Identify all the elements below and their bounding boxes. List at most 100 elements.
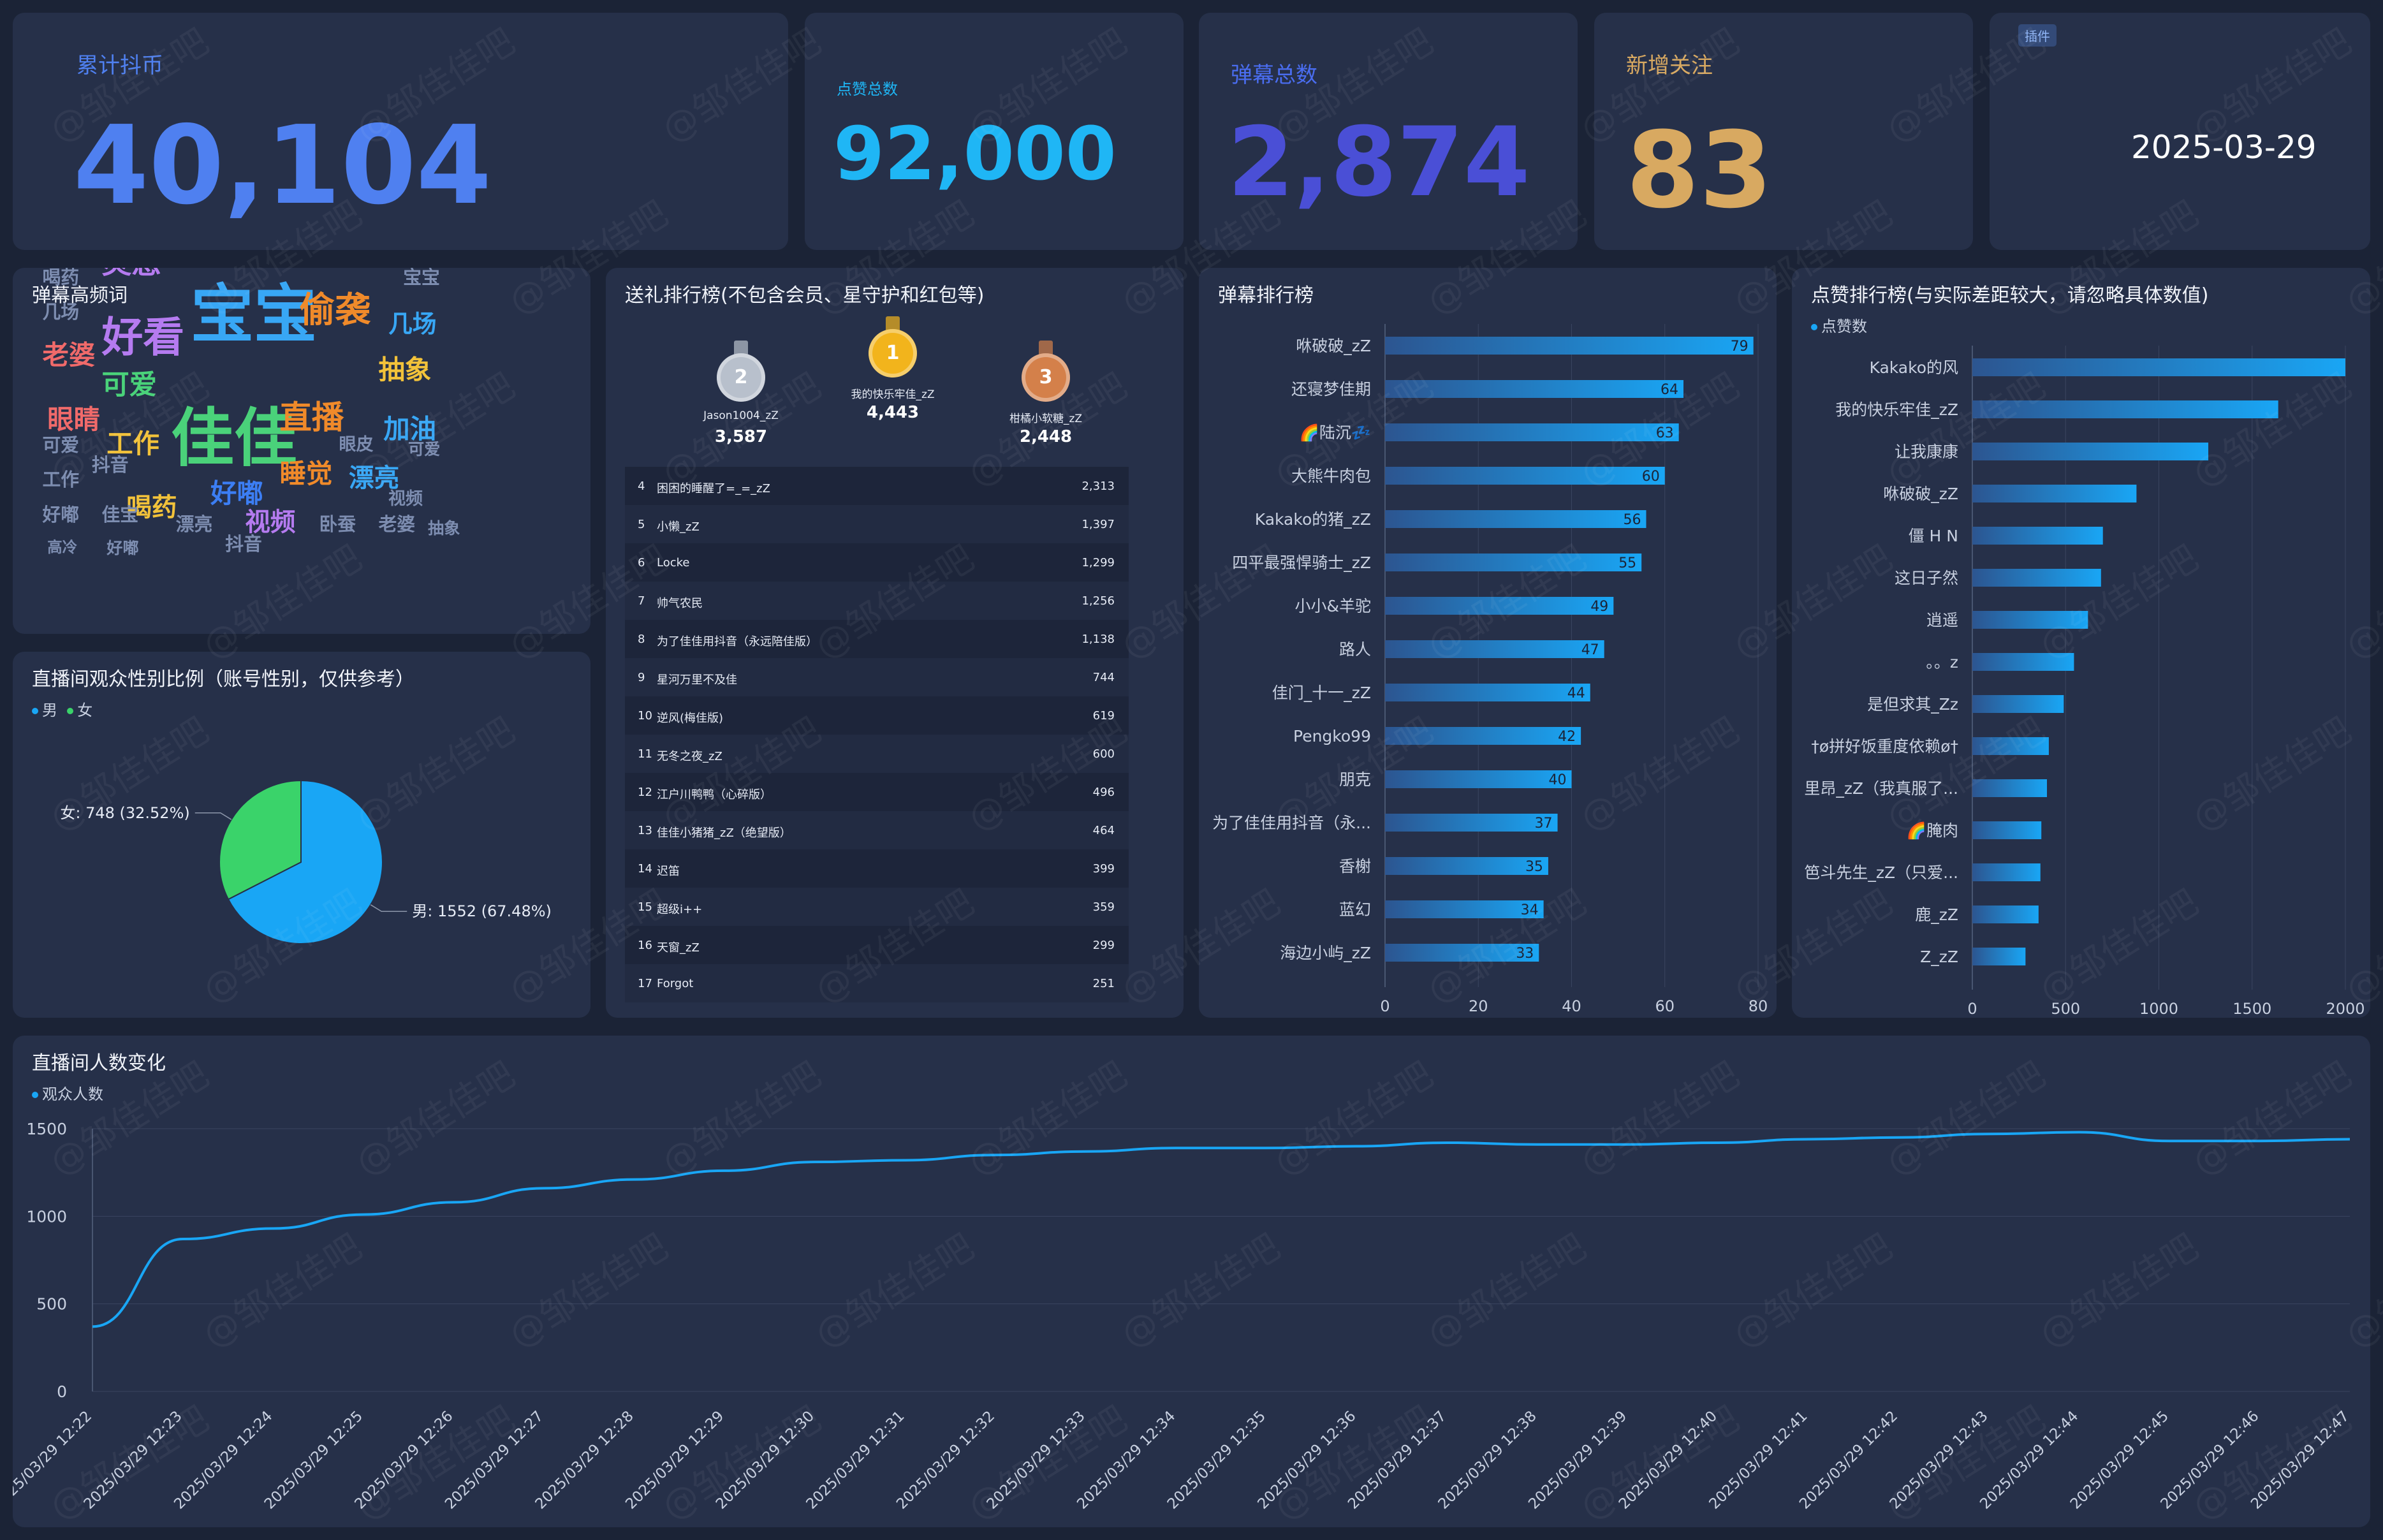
row-name: 超级i++: [657, 903, 703, 916]
x-tick-label: 2025/03/29 12:35: [1164, 1408, 1269, 1513]
wordcloud-word: 老婆: [378, 513, 416, 535]
gift-rank-row[interactable]: 16 天窗_zZ 299: [625, 926, 1129, 964]
x-tick-label: 2025/03/29 12:30: [713, 1408, 818, 1513]
gift-rank-row[interactable]: 7 帅气农民 1,256: [625, 582, 1129, 620]
x-tick-label: 2025/03/29 12:32: [893, 1408, 998, 1513]
category-label: 笆斗先生_zZ（只爱...: [1804, 863, 1958, 882]
row-name: 迟笛: [657, 865, 680, 878]
legend-dot: [32, 1092, 38, 1098]
row-value: 399: [1092, 862, 1115, 876]
pie-label: 男: 1552 (67.48%): [412, 902, 552, 920]
x-tick-label: 2000: [2326, 1000, 2365, 1018]
stat-label: 点赞总数: [837, 80, 898, 98]
bar: [1385, 814, 1558, 832]
gift-rank-row[interactable]: 9 星河万里不及佳 744: [625, 658, 1129, 696]
wordcloud-word: 睡觉: [279, 458, 333, 489]
x-tick-label: 2025/03/29 12:39: [1525, 1408, 1630, 1513]
gift-rank-row[interactable]: 14 迟笛 399: [625, 849, 1129, 888]
gift-rank-row[interactable]: 11 无冬之夜_zZ 600: [625, 735, 1129, 773]
legend-female[interactable]: 女: [77, 701, 93, 719]
row-rank: 13: [638, 824, 652, 837]
gift-rank-row[interactable]: 15 超级i++ 359: [625, 888, 1129, 926]
wordcloud-word: 抖音: [275, 268, 337, 270]
bar: [1972, 527, 2103, 545]
wordcloud-word: 好看: [101, 314, 185, 362]
wordcloud-word: 佳佳: [171, 401, 297, 475]
row-name: 星河万里不及佳: [657, 673, 737, 687]
wordcloud-word: 几场: [388, 310, 437, 339]
bar: [1385, 727, 1581, 745]
row-name: 天窗_zZ: [657, 941, 700, 955]
stat-value: 83: [1626, 109, 1773, 231]
bar: [1972, 569, 2101, 587]
plugin-badge[interactable]: 插件: [2018, 24, 2057, 47]
gift-rank-row[interactable]: 10 逆风(梅佳版) 619: [625, 696, 1129, 735]
gift-rank-row[interactable]: 6 Locke 1,299: [625, 543, 1129, 582]
row-value: 359: [1092, 900, 1115, 914]
gift-rank-row[interactable]: 8 为了佳佳用抖音（永远陪佳版） 1,138: [625, 620, 1129, 658]
stat-label: 累计抖币: [77, 53, 163, 78]
gift-rank-row[interactable]: 5 小懒_zZ 1,397: [625, 505, 1129, 543]
wordcloud-word: 几场: [42, 300, 80, 323]
wordcloud-word: 工作: [42, 469, 80, 491]
bar-value-label: 37: [1535, 816, 1553, 832]
row-rank: 12: [638, 786, 652, 799]
row-rank: 4: [638, 480, 645, 493]
category-label: 鹿_zZ: [1915, 906, 1958, 924]
category-label: 是但求其_Zz: [1867, 695, 1958, 714]
category-label: 僵 H N: [1909, 527, 1958, 545]
bar: [1385, 554, 1642, 571]
row-value: 1,397: [1082, 518, 1115, 531]
bar-value-label: 60: [1642, 469, 1660, 485]
row-rank: 8: [638, 633, 645, 646]
viewers-card: 直播间人数变化 观众人数 0 500 1000 1500 2025/03/29 12:2…: [13, 1036, 2370, 1527]
podium-name: Jason1004_zZ: [703, 409, 779, 422]
x-tick-label: 2025/03/29 12:37: [1345, 1408, 1449, 1513]
gift-rank-title: 送礼排行榜(不包含会员、星守护和红包等): [625, 284, 985, 307]
gift-rank-row[interactable]: 17 Forgot 251: [625, 964, 1129, 1002]
like-rank-title: 点赞排行榜(与实际差距较大，请忽略具体数值): [1811, 284, 2209, 307]
gender-card: 直播间观众性别比例（账号性别，仅供参考） 男 女 男: 1552 (67.48%…: [13, 652, 590, 1018]
x-tick-label: 1500: [2233, 1000, 2271, 1018]
bar: [1972, 779, 2047, 797]
medal-badge-icon: 2: [717, 353, 765, 402]
row-name: 小懒_zZ: [657, 520, 700, 534]
row-value: 251: [1092, 977, 1115, 990]
legend-dot: [1811, 324, 1817, 330]
viewers-legend[interactable]: 观众人数: [32, 1082, 103, 1104]
legend-male[interactable]: 男: [42, 701, 57, 719]
x-tick-label: 2025/03/29 12:26: [351, 1408, 456, 1513]
x-tick-label: 80: [1749, 997, 1768, 1015]
category-label: 让我康康: [1895, 443, 1958, 461]
x-tick-label: 2025/03/29 12:43: [1887, 1408, 1991, 1513]
danmaku-rank-chart: 0 20 40 60 80 咻破破_zZ 79 还寝梦佳期 64 🌈陆沉💤 63 大熊牛肉包 60 Kak…: [1212, 324, 1768, 1015]
gift-rank-row[interactable]: 12 江户川鸭鸭（心碎版） 496: [625, 773, 1129, 811]
wordcloud-word: 好嘟: [210, 478, 263, 509]
wordcloud-word: 眼睛: [47, 404, 101, 435]
y-tick-label: 0: [57, 1382, 67, 1401]
x-tick-label: 2025/03/29 12:28: [532, 1408, 637, 1513]
x-tick-label: 2025/03/29 12:36: [1254, 1408, 1359, 1513]
gift-rank-row[interactable]: 13 佳佳小猪猪_zZ（绝望版） 464: [625, 811, 1129, 849]
like-legend[interactable]: 点赞数: [1811, 314, 1867, 336]
gender-legend: 男 女: [32, 698, 92, 720]
gift-rank-card: 送礼排行榜(不包含会员、星守护和红包等) 2 Jason1004_zZ 3,587 1…: [606, 268, 1184, 1018]
bar: [1972, 948, 2026, 965]
x-tick-label: 0: [1380, 997, 1389, 1015]
x-tick-label: 2025/03/29 12:22: [13, 1408, 95, 1513]
date-value: 2025-03-29: [2131, 129, 2317, 166]
x-tick-label: 2025/03/29 12:41: [1706, 1408, 1810, 1513]
medal-icon: [734, 341, 748, 356]
like-rank-card: 点赞排行榜(与实际差距较大，请忽略具体数值) 点赞数 0 500 1000 1500 2…: [1792, 268, 2370, 1018]
category-label: 大熊牛肉包: [1291, 467, 1371, 485]
x-tick-label: 2025/03/29 12:31: [803, 1408, 907, 1513]
gift-rank-row[interactable]: 4 困困的睡醒了=_=_zZ 2,313: [625, 467, 1129, 505]
row-name: 为了佳佳用抖音（永远陪佳版）: [657, 635, 818, 649]
row-rank: 5: [638, 518, 645, 531]
wordcloud-word: 工作: [106, 429, 160, 460]
wordcloud-word: 视频: [245, 508, 296, 538]
x-tick-label: 2025/03/29 12:47: [2248, 1408, 2352, 1513]
stat-card-follows: 新增关注 83: [1594, 13, 1973, 250]
stat-value: 2,874: [1228, 107, 1530, 218]
